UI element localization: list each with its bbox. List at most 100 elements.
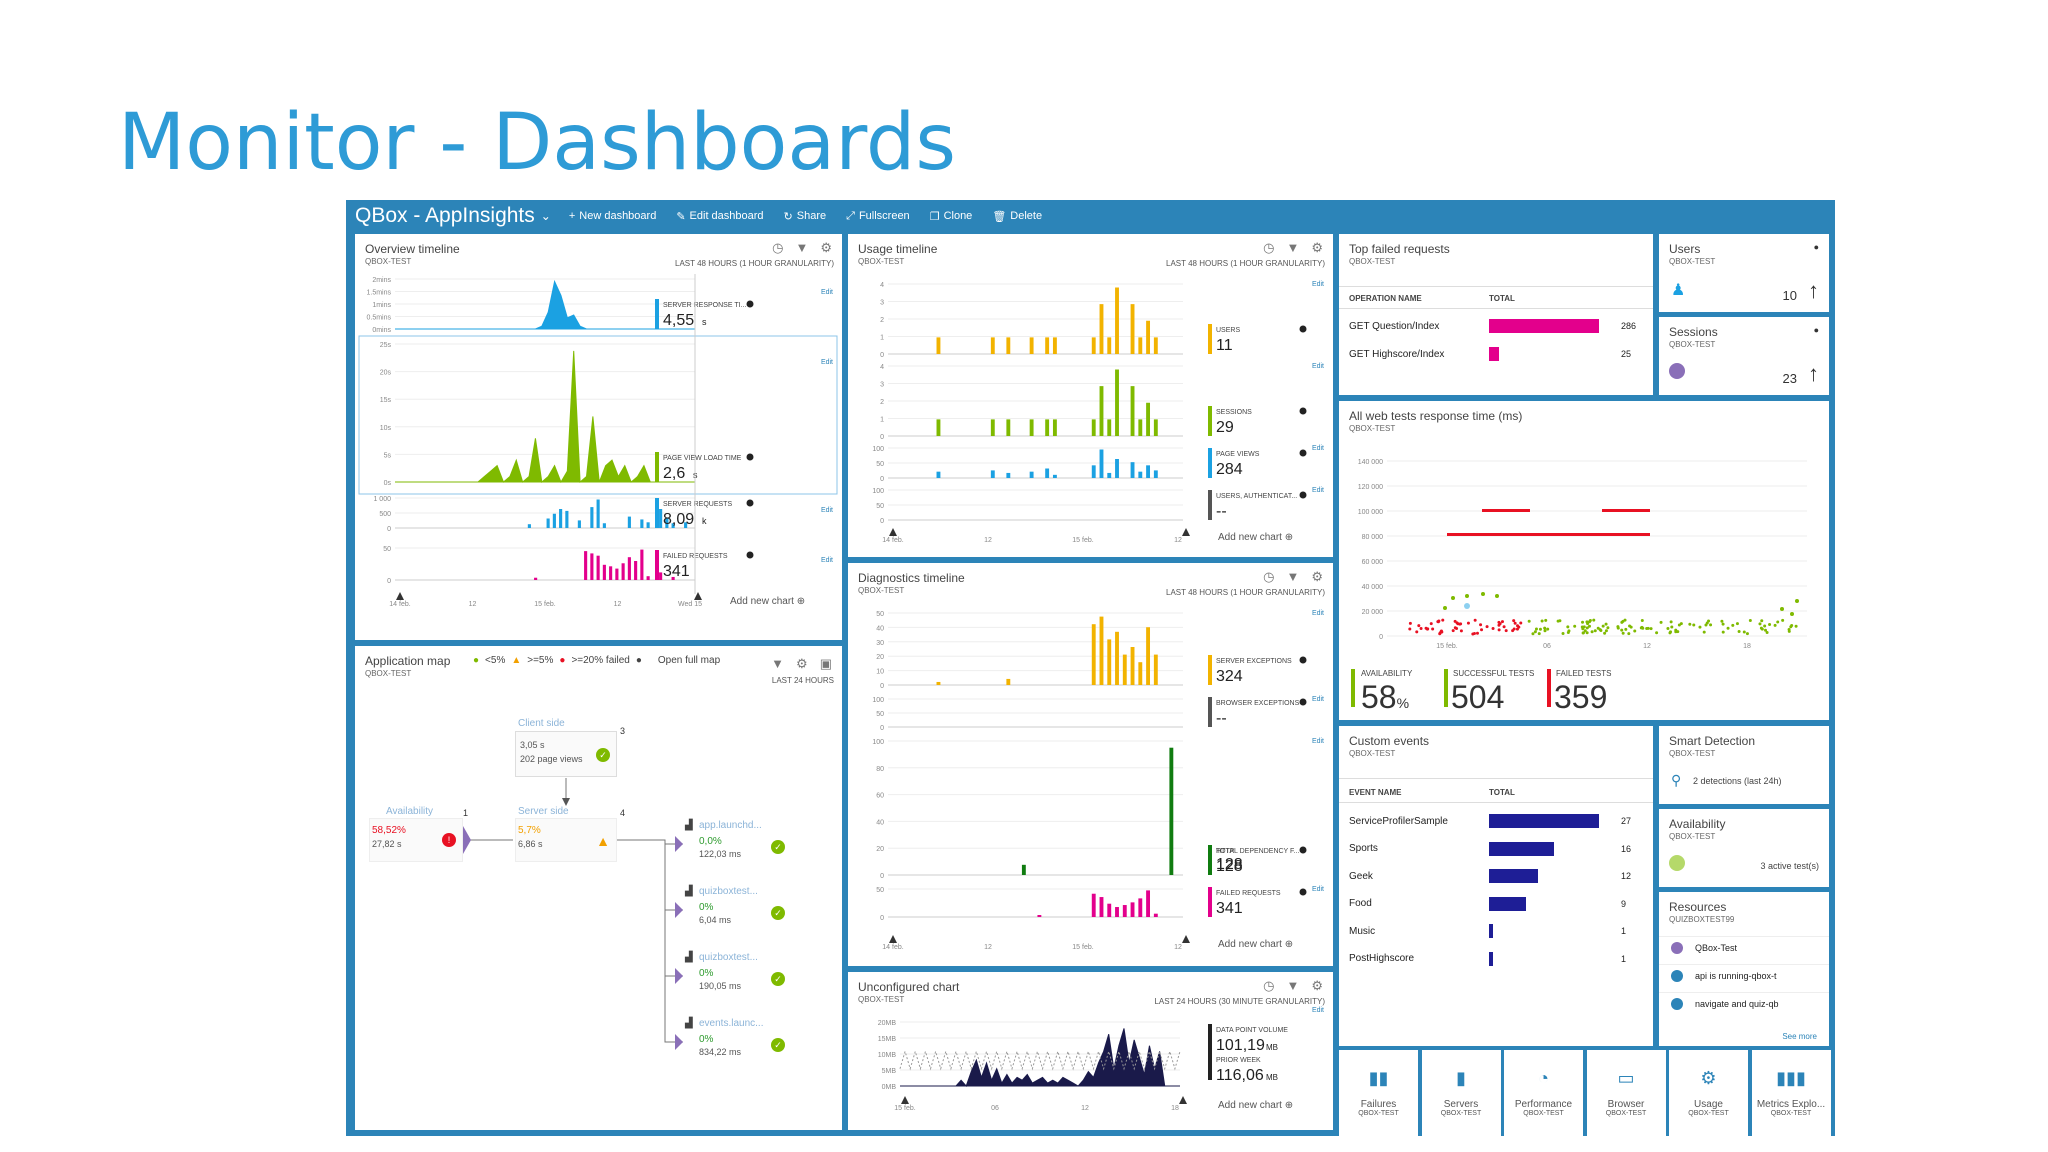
info-icon[interactable]: ● — [1813, 242, 1819, 252]
x-tick-label: 12 — [469, 601, 477, 608]
dependency-node[interactable]: ▟ events.launc... 0% 834,22 ms ✓ — [685, 1018, 785, 1064]
smart-detection-tile[interactable]: Smart Detection QBOX-TEST ⚲ 2 detections… — [1659, 726, 1829, 804]
dependency-node[interactable]: ▟ quizboxtest... 0% 190,05 ms ✓ — [685, 952, 785, 998]
data-point — [1760, 627, 1764, 631]
bar — [1130, 647, 1135, 685]
clock-icon[interactable]: ◷ — [1263, 240, 1275, 255]
server-side-node[interactable]: Server side 5,7% 6,86 s ▲ — [515, 806, 617, 862]
edit-dashboard-button[interactable]: ✎ Edit dashboard — [676, 210, 764, 223]
resource-item[interactable]: QBox-Test — [1671, 942, 1737, 954]
failures-tile[interactable]: ▮▮ Failures QBOX-TEST — [1339, 1050, 1418, 1136]
data-point — [1679, 622, 1683, 626]
failures-icon: ▮▮ — [1368, 1068, 1389, 1088]
performance-tile[interactable]: ◔ Performance QBOX-TEST — [1504, 1050, 1583, 1136]
filter-icon[interactable]: ▼ — [1286, 978, 1300, 993]
unconfigured-chart-tile[interactable]: Unconfigured chart QBOX-TEST ◷ ▼ ⚙ LAST 24… — [848, 972, 1333, 1130]
dependency-node[interactable]: ▟ app.launchd... 0,0% 122,03 ms ✓ — [685, 820, 785, 866]
clock-icon[interactable]: ◷ — [772, 240, 784, 255]
fit-icon[interactable]: ▣ — [819, 656, 832, 671]
filter-icon[interactable]: ▼ — [1286, 240, 1300, 255]
bar — [640, 549, 644, 580]
range-handle — [1182, 528, 1190, 536]
x-tick-label: 12 — [1174, 537, 1182, 544]
table-row[interactable]: Food 9 — [1349, 896, 1649, 911]
usage-timeline-tile[interactable]: Usage timeline QBOX-TEST ◷ ▼ ⚙ LAST 48 HOU… — [848, 234, 1333, 557]
clock-icon[interactable]: ◷ — [1263, 978, 1275, 993]
tick-label: 50 — [876, 611, 884, 618]
resources-tile[interactable]: Resources QUIZBOXTEST99 QBox-Test api is… — [1659, 892, 1829, 1046]
data-point — [1780, 607, 1784, 611]
availability-tile[interactable]: Availability QBOX-TEST 3 active test(s) — [1659, 809, 1829, 887]
metric-label: BROWSER EXCEPTIONS — [1216, 700, 1300, 707]
time-range: LAST 24 HOURS (30 MINUTE GRANULARITY) — [1154, 997, 1325, 1006]
resource-item[interactable]: navigate and quiz-qb — [1671, 998, 1779, 1010]
see-more-link[interactable]: See more — [1782, 1032, 1817, 1041]
info-icon[interactable]: ● — [1813, 325, 1819, 335]
filter-icon[interactable]: ▼ — [1286, 569, 1300, 584]
fullscreen-button[interactable]: ⤢ Fullscreen — [846, 209, 910, 223]
availability-node[interactable]: Availability 58,52% 27,82 s ! — [369, 806, 463, 862]
arrow — [675, 968, 683, 984]
settings-icon[interactable]: ⚙ — [1311, 240, 1323, 255]
client-side-node[interactable]: Client side 3,05 s 202 page views ✓ — [515, 718, 617, 777]
info-icon — [1299, 325, 1307, 333]
share-button[interactable]: ↻ Share — [783, 210, 827, 223]
table-row[interactable]: Music 1 — [1349, 924, 1649, 938]
bar — [646, 576, 650, 580]
new-dashboard-button[interactable]: + New dashboard — [568, 210, 657, 222]
bar — [936, 681, 941, 685]
bar — [1107, 419, 1112, 436]
data-point — [1540, 619, 1544, 623]
edit-link: Edit — [1312, 738, 1324, 745]
filter-icon[interactable]: ▼ — [795, 240, 809, 255]
web-tests-tile[interactable]: All web tests response time (ms) QBOX-TE… — [1339, 401, 1829, 720]
fullscreen-icon: ⤢ — [846, 209, 855, 222]
data-point — [1443, 606, 1447, 610]
dependency-node[interactable]: ▟ quizboxtest... 0% 6,04 ms ✓ — [685, 886, 785, 932]
table-row[interactable]: GET Question/Index 286 — [1349, 319, 1649, 333]
settings-icon[interactable]: ⚙ — [1311, 978, 1323, 993]
resource-item[interactable]: api is running-qbox-t — [1671, 970, 1777, 982]
open-full-map-link[interactable]: Open full map — [657, 655, 721, 666]
browser-tile[interactable]: ▭ Browser QBOX-TEST — [1586, 1050, 1666, 1136]
users-tile[interactable]: Users QBOX-TEST ● ♟ 10 ↑ — [1659, 234, 1829, 312]
pencil-icon: ✎ — [676, 210, 686, 223]
servers-tile[interactable]: ▮ Servers QBOX-TEST — [1421, 1050, 1501, 1136]
data-point — [1624, 627, 1628, 631]
filter-icon[interactable]: ▼ — [771, 656, 785, 671]
application-map-tile[interactable]: Application map QBOX-TEST ● <5% ▲ >=5% ● >=… — [355, 646, 842, 1130]
metrics-tile[interactable]: ▮▮▮ Metrics Explo... QBOX-TEST — [1751, 1050, 1831, 1136]
sessions-tile[interactable]: Sessions QBOX-TEST ● 23 ↑ — [1659, 317, 1829, 395]
total-bar — [1489, 319, 1599, 333]
info-icon[interactable]: ● — [635, 655, 642, 666]
dashboard-title[interactable]: QBox - AppInsights — [355, 204, 535, 227]
table-row[interactable]: Sports 16 — [1349, 841, 1649, 856]
table-row[interactable]: GET Highscore/Index 25 — [1349, 347, 1649, 361]
data-point — [1481, 592, 1485, 596]
connector — [655, 839, 683, 911]
usage-icon: ⚙ — [1700, 1068, 1717, 1088]
bar — [659, 509, 663, 528]
clone-button[interactable]: ❐ Clone — [929, 210, 973, 223]
dashboard-toolbar: QBox - AppInsights ⌄ + New dashboard ✎ Edi… — [346, 200, 1835, 232]
settings-icon[interactable]: ⚙ — [820, 240, 832, 255]
settings-icon[interactable]: ⚙ — [1311, 569, 1323, 584]
time-range: LAST 24 HOURS — [771, 676, 834, 685]
table-row[interactable]: Geek 12 — [1349, 869, 1649, 883]
diagnostics-timeline-tile[interactable]: Diagnostics timeline QBOX-TEST ◷ ▼ ⚙ LAST … — [848, 563, 1333, 966]
dependency-rate: 0% — [699, 968, 714, 979]
clock-icon[interactable]: ◷ — [1263, 569, 1275, 584]
metric-bar — [1208, 406, 1212, 436]
custom-events-tile[interactable]: Custom events QBOX-TEST EVENT NAME TOTAL… — [1339, 726, 1653, 1046]
chevron-down-icon[interactable]: ⌄ — [540, 209, 551, 223]
top-failed-requests-tile[interactable]: Top failed requests QBOX-TEST OPERATION … — [1339, 234, 1653, 395]
overview-timeline-tile[interactable]: Overview timeline QBOX-TEST ◷ ▼ ⚙ LAST 48 … — [355, 234, 842, 640]
table-row[interactable]: PostHighscore 1 — [1349, 951, 1649, 966]
data-point — [1546, 627, 1550, 631]
delete-button[interactable]: 🗑 Delete — [992, 210, 1043, 223]
table-row[interactable]: ServiceProfilerSample 27 — [1349, 814, 1649, 828]
usage-tile[interactable]: ⚙ Usage QBOX-TEST — [1669, 1050, 1748, 1136]
data-point — [1485, 625, 1489, 629]
bar — [1153, 419, 1158, 436]
settings-icon[interactable]: ⚙ — [796, 656, 808, 671]
